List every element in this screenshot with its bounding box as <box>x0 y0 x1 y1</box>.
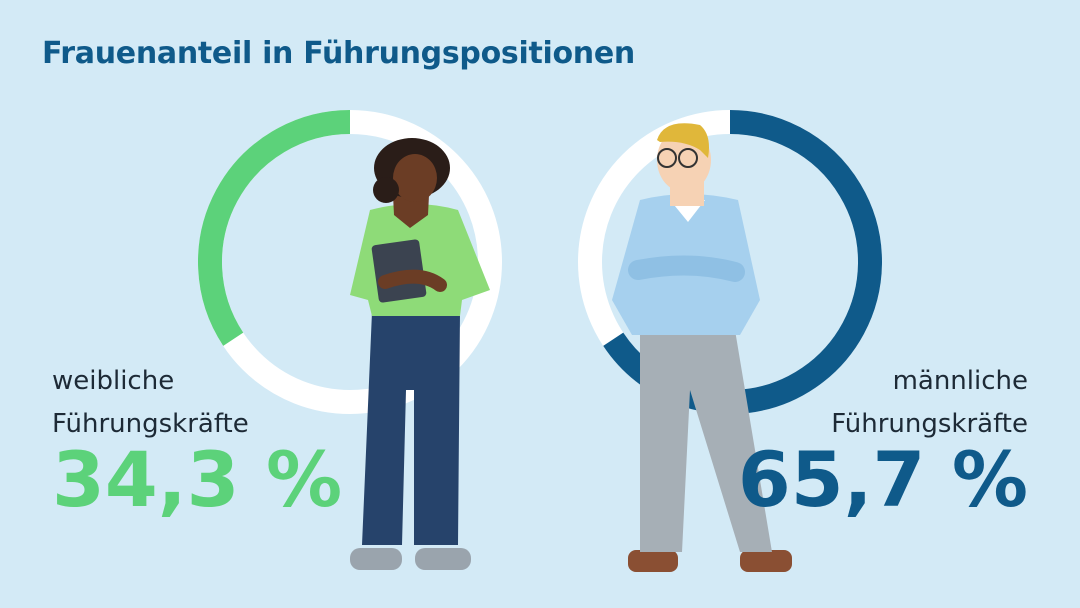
category-label: weibliche Führungskräfte <box>52 366 249 439</box>
value-label: 34,3 % <box>52 435 343 524</box>
man-illustration <box>612 123 792 572</box>
woman-illustration <box>350 138 490 570</box>
value-label: 65,7 % <box>737 435 1028 524</box>
title: Frauenanteil in Führungspositionen <box>42 36 635 71</box>
donut-segment <box>198 110 351 346</box>
category-label: männliche Führungskräfte <box>831 366 1028 439</box>
